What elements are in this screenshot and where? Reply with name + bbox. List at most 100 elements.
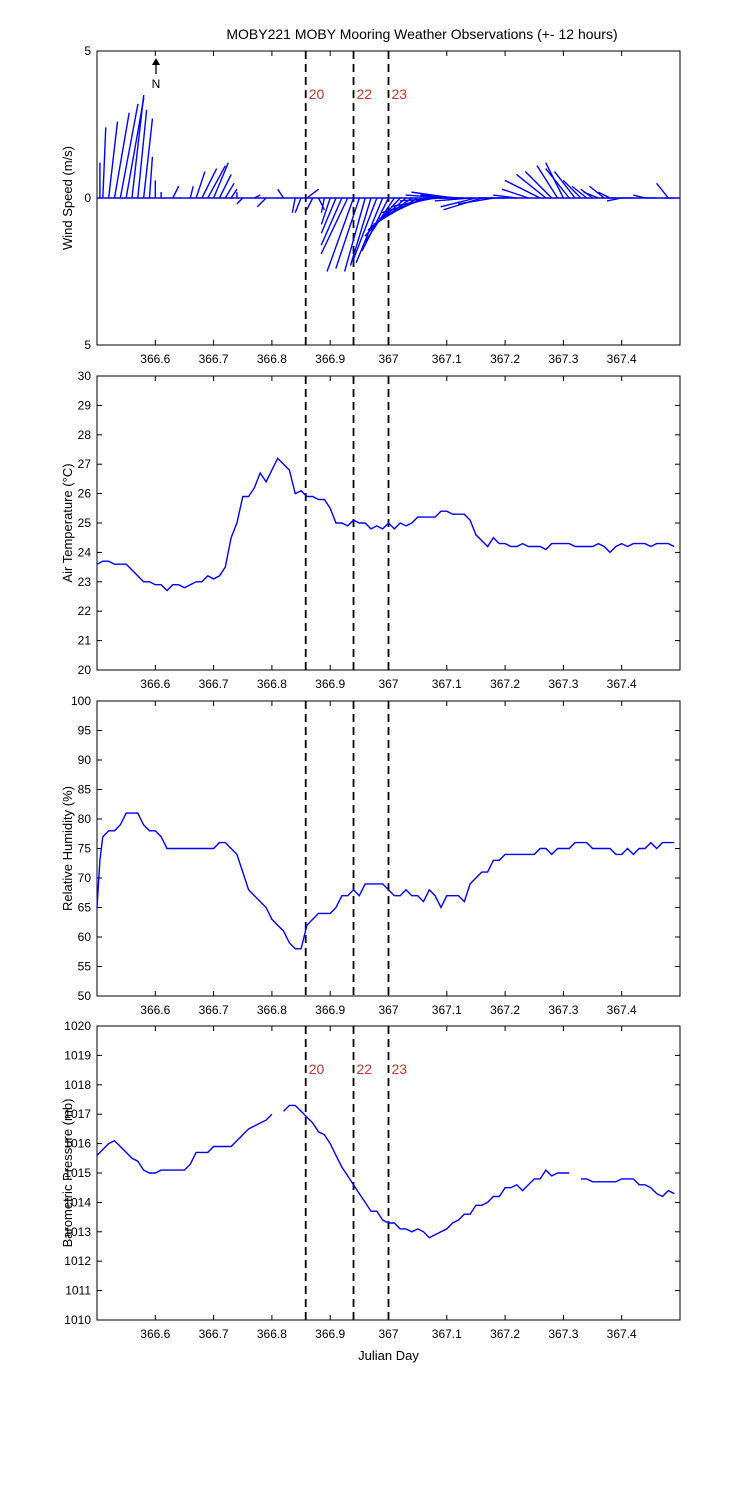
y-tick-label: 100 <box>71 694 91 708</box>
wind-vector <box>597 191 611 199</box>
wind-vector <box>571 185 588 199</box>
wind-vector <box>254 194 261 199</box>
y-tick-label: 1010 <box>64 1313 91 1327</box>
wind-vector <box>218 174 232 199</box>
air-temperature-panel: 366.6 366.7 366.8 366.9 367 367.1 367.2 367.3 36… <box>60 369 681 691</box>
y-tick-label: 1018 <box>64 1078 91 1092</box>
series-line <box>96 457 675 592</box>
x-tick-label: 366.7 <box>199 352 229 366</box>
x-tick-label: 367.3 <box>548 1003 578 1017</box>
wind-vector <box>504 179 541 199</box>
x-tick-label: 366.6 <box>140 1327 170 1341</box>
wind-vector <box>102 127 107 199</box>
wind-vector <box>352 197 378 260</box>
series-line <box>96 1113 273 1174</box>
wind-vector <box>458 197 494 205</box>
y-tick-label: 1020 <box>64 1019 91 1033</box>
y-tick-label: 5 <box>84 338 91 352</box>
event-label: 22 <box>357 86 373 102</box>
x-tick-label: 366.8 <box>257 352 287 366</box>
wind-vector <box>277 188 285 199</box>
y-tick-label: 1012 <box>64 1254 91 1268</box>
wind-vector <box>306 188 320 199</box>
y-tick-label: 29 <box>78 398 92 412</box>
y-tick-label: 75 <box>78 842 92 856</box>
wind-vector <box>606 197 622 202</box>
wind-vector <box>320 197 343 246</box>
event-label: 22 <box>357 1061 373 1077</box>
wind-vector <box>201 168 218 199</box>
wind-vector <box>583 191 599 199</box>
wind-vector <box>137 109 148 199</box>
wind-vector <box>349 197 372 266</box>
x-tick-label: 367.2 <box>490 1327 520 1341</box>
y-tick-label: 28 <box>78 428 92 442</box>
x-tick-label: 367.4 <box>607 1327 637 1341</box>
north-label: N <box>152 77 161 91</box>
x-tick-label: 366.6 <box>140 352 170 366</box>
y-tick-label: 1015 <box>64 1166 91 1180</box>
x-tick-label: 367 <box>378 352 398 366</box>
wind-vector <box>553 171 576 199</box>
x-tick-label: 367.4 <box>607 1003 637 1017</box>
x-tick-label: 366.8 <box>257 1327 287 1341</box>
y-tick-label: 25 <box>78 516 92 530</box>
x-tick-label: 367.2 <box>490 352 520 366</box>
y-tick-label: 50 <box>78 989 92 1003</box>
wind-vector <box>189 186 194 199</box>
barometric-pressure-panel: 366.6 366.7 366.8 366.9 367 367.1 367.2 367.3 36… <box>60 1019 681 1363</box>
y-tick-label: 24 <box>78 545 92 559</box>
wind-vector <box>212 162 229 199</box>
x-tick-label: 367.4 <box>607 677 637 691</box>
wind-vector <box>320 197 331 225</box>
wind-vector <box>524 171 553 199</box>
wind-speed-panel: 366.6 366.7 366.8 366.9 367 367.1 367.2 367.3 36… <box>60 44 681 366</box>
x-tick-label: 367.1 <box>432 352 462 366</box>
event-label: 20 <box>309 86 325 102</box>
x-tick-label: 366.7 <box>199 677 229 691</box>
y-tick-label: 80 <box>78 812 92 826</box>
y-tick-label: 1013 <box>64 1225 91 1239</box>
x-tick-label: 366.9 <box>315 1327 345 1341</box>
wind-vector <box>545 168 570 199</box>
wind-vector <box>256 197 267 208</box>
y-tick-label: 1016 <box>64 1137 91 1151</box>
wind-vector <box>320 197 349 255</box>
wind-vector <box>148 156 154 199</box>
y-tick-label: 1017 <box>64 1107 91 1121</box>
y-tick-label: 30 <box>78 369 92 383</box>
x-tick-label: 367.2 <box>490 677 520 691</box>
wind-vector <box>343 197 366 272</box>
x-tick-label: 367 <box>378 677 398 691</box>
wind-vector <box>320 197 337 234</box>
x-tick-label: 366.8 <box>257 1003 287 1017</box>
y-tick-label: 90 <box>78 753 92 767</box>
x-tick-label: 366.7 <box>199 1327 229 1341</box>
x-tick-label: 367 <box>378 1003 398 1017</box>
x-tick-label: 366.9 <box>315 677 345 691</box>
wind-vector <box>224 182 235 199</box>
wind-vector <box>207 165 227 199</box>
event-label: 20 <box>309 1061 325 1077</box>
x-tick-label: 366.8 <box>257 677 287 691</box>
x-tick-label: 367.4 <box>607 352 637 366</box>
relative-humidity-panel: 366.6 366.7 366.8 366.9 367 367.1 367.2 367.3 36… <box>60 694 681 1017</box>
wind-vector <box>291 197 296 213</box>
y-tick-label: 27 <box>78 457 92 471</box>
x-tick-label: 366.6 <box>140 1003 170 1017</box>
event-label: 23 <box>392 86 408 102</box>
x-tick-label: 366.9 <box>315 352 345 366</box>
wind-vector <box>656 182 669 199</box>
wind-vector <box>562 179 582 199</box>
wind-vector <box>195 171 206 199</box>
y-tick-label: 22 <box>78 604 92 618</box>
x-tick-label: 367.3 <box>548 352 578 366</box>
x-tick-label: 367.3 <box>548 677 578 691</box>
x-tick-label: 367 <box>378 1327 398 1341</box>
wind-vector <box>107 121 119 199</box>
y-tick-label: 1011 <box>65 1284 91 1298</box>
x-axis-label: Julian Day <box>358 1348 419 1363</box>
y-axis-label: Air Temperature (°C) <box>60 463 75 582</box>
wind-vector <box>131 95 145 199</box>
